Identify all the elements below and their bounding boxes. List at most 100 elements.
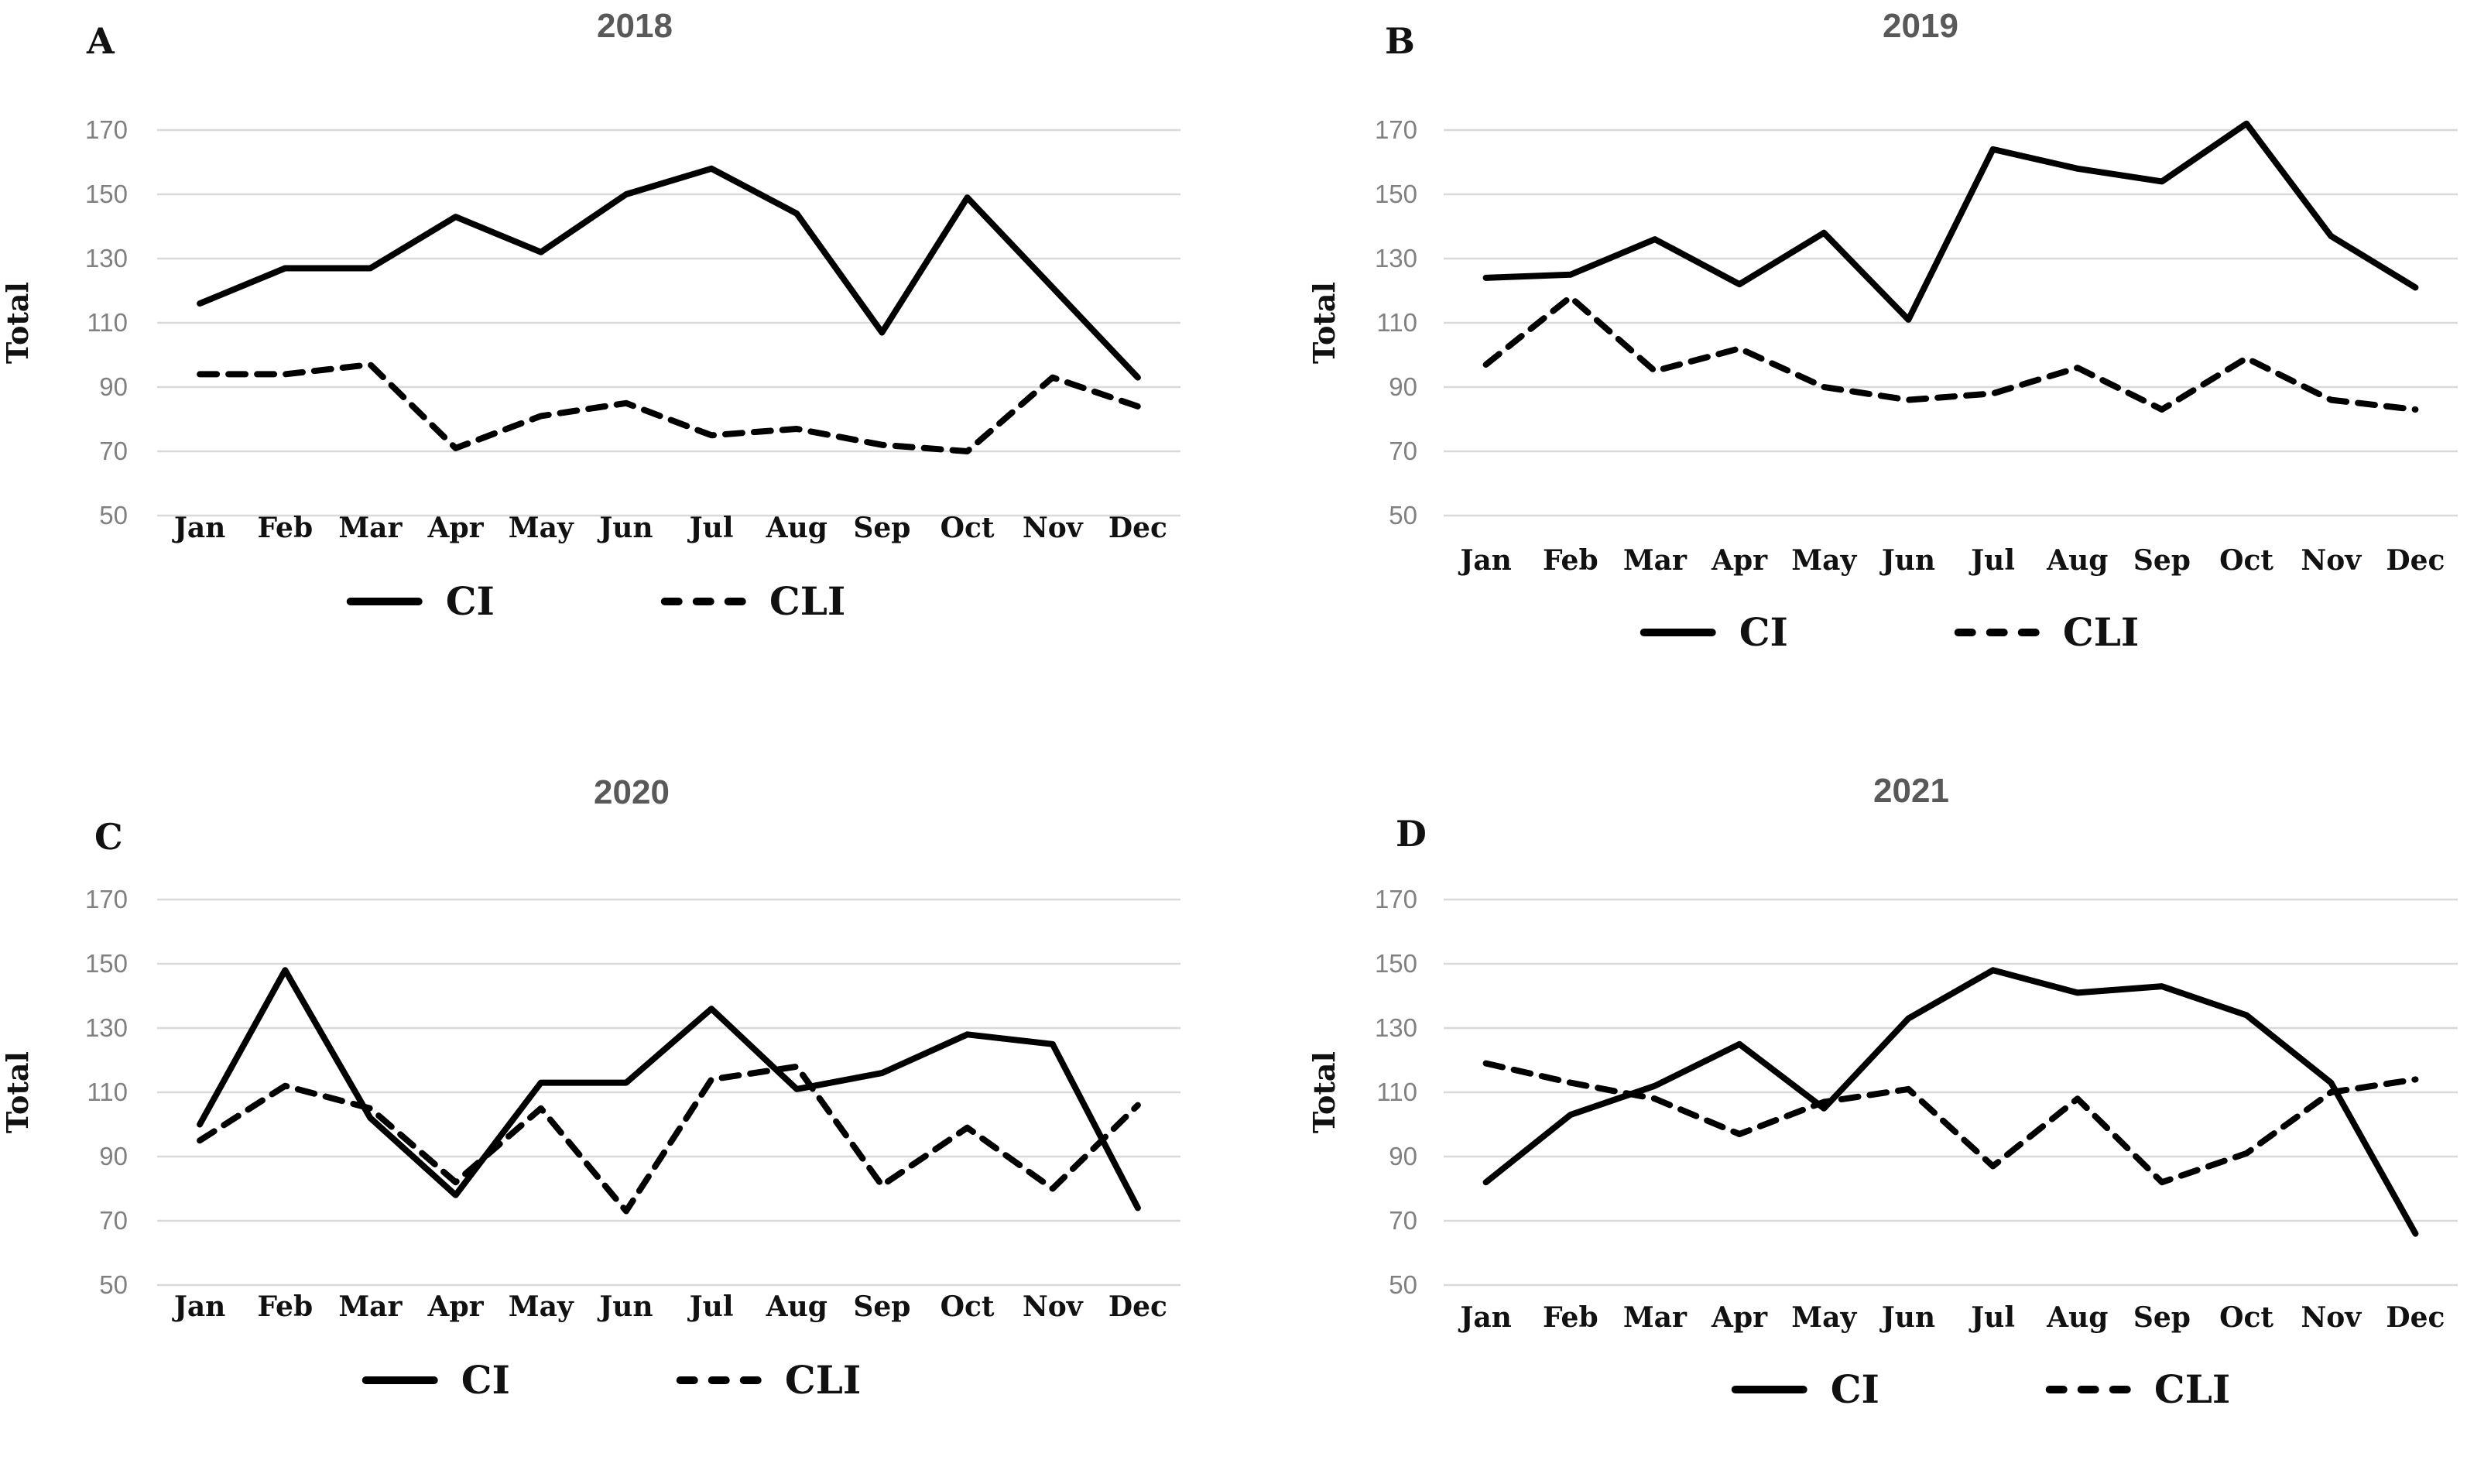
x-tick-label-may: May: [1791, 544, 1857, 577]
y-tick-label-90: 90: [1389, 372, 1417, 401]
y-tick-label-110: 110: [87, 1078, 128, 1106]
panel-2018: A 2018 170 150 130 110 90 70 50 Total Jan Feb Mar A…: [0, 0, 1246, 715]
x-tick-label-nov: Nov: [2301, 544, 2362, 577]
y-tick-label-110: 110: [87, 308, 128, 337]
ci-line: [1482, 967, 2419, 1237]
x-tick-label-jun: Jun: [1879, 544, 1935, 577]
legend-label-ci: CI: [461, 1357, 510, 1403]
y-axis-label: Total: [0, 1051, 35, 1133]
legend-label-cli: CLI: [2062, 609, 2140, 655]
y-tick-label-70: 70: [99, 437, 128, 465]
cli-line: [1482, 1060, 2419, 1186]
x-tick-label-nov: Nov: [1023, 1290, 1084, 1323]
x-tick-label-mar: Mar: [338, 1290, 403, 1323]
chart-title-2021: 2021: [1873, 772, 1949, 810]
x-tick-label-feb: Feb: [257, 1290, 313, 1323]
panel-2019: B 2019 170 150 130 110 90 70 50 Total Jan Feb Mar A…: [1246, 0, 2491, 715]
x-tick-label-apr: Apr: [427, 1290, 485, 1323]
cli-dashed-line-sample: [1954, 629, 2040, 636]
y-axis-label: Total: [0, 282, 35, 364]
x-tick-label-aug: Aug: [2046, 1301, 2108, 1334]
cli-dashed-line-sample: [2045, 1386, 2131, 1393]
y-tick-label-150: 150: [85, 949, 128, 978]
x-tick-label-feb: Feb: [1543, 1301, 1598, 1334]
chart-title-2019: 2019: [1883, 7, 1958, 45]
legend-2019: CI CLI: [1640, 609, 2140, 655]
legend-label-cli: CLI: [784, 1357, 862, 1403]
x-tick-label-oct: Oct: [941, 1290, 995, 1323]
x-tick-label-jul: Jul: [1968, 1301, 2015, 1334]
ci-solid-line-sample: [1640, 629, 1716, 636]
x-tick-label-jan: Jan: [1458, 544, 1512, 577]
cli-dashed-line-sample: [660, 598, 746, 605]
x-tick-label-apr: Apr: [427, 512, 485, 544]
y-axis-label: Total: [1307, 282, 1341, 364]
chart-title-2020: 2020: [594, 773, 670, 811]
x-tick-label-jul: Jul: [1968, 544, 2015, 577]
legend-2021: CI CLI: [1731, 1366, 2230, 1412]
legend-label-ci: CI: [1739, 609, 1788, 655]
legend-2018: CI CLI: [346, 582, 845, 621]
x-tick-label-jun: Jun: [597, 1290, 653, 1323]
line-chart-2020: 170 150 130 110 90 70 50 Total Jan Feb Mar Apr May Ju…: [0, 885, 1180, 1323]
x-tick-label-sep: Sep: [2133, 1301, 2191, 1334]
x-tick-label-nov: Nov: [1023, 512, 1084, 544]
x-tick-label-oct: Oct: [2219, 544, 2273, 577]
x-tick-label-jul: Jul: [687, 1290, 734, 1323]
x-tick-label-jun: Jun: [597, 512, 653, 544]
y-tick-label-130: 130: [1375, 244, 1417, 272]
line-chart-2019: 170 150 130 110 90 70 50 Total Jan Feb Mar Apr May Ju…: [1307, 115, 2458, 577]
x-tick-label-feb: Feb: [1543, 544, 1598, 577]
y-tick-label-90: 90: [1389, 1142, 1417, 1170]
line-chart-2021: 170 150 130 110 90 70 50 Total Jan Feb Mar Apr May Ju…: [1307, 885, 2458, 1334]
y-tick-label-170: 170: [85, 885, 128, 913]
y-tick-label-50: 50: [1389, 501, 1417, 530]
x-tick-label-oct: Oct: [941, 512, 995, 544]
legend-label-ci: CI: [1830, 1366, 1879, 1412]
y-tick-label-110: 110: [1376, 1078, 1417, 1106]
x-tick-label-dec: Dec: [2386, 544, 2445, 577]
y-tick-label-150: 150: [85, 180, 128, 208]
y-tick-label-90: 90: [99, 1142, 128, 1170]
x-tick-label-may: May: [509, 1290, 574, 1323]
y-tick-label-170: 170: [1375, 885, 1417, 913]
x-tick-label-dec: Dec: [1108, 1290, 1167, 1323]
cli-line: [197, 362, 1141, 454]
y-tick-label-110: 110: [1376, 308, 1417, 337]
y-tick-label-130: 130: [1375, 1013, 1417, 1042]
panel-letter-b: B: [1385, 20, 1415, 62]
x-tick-label-mar: Mar: [1623, 1301, 1688, 1334]
x-tick-label-jan: Jan: [1458, 1301, 1512, 1334]
ci-solid-line-sample: [361, 1376, 438, 1384]
ci-line: [197, 967, 1141, 1212]
legend-2020: CI CLI: [361, 1357, 862, 1403]
y-tick-label-70: 70: [1389, 1206, 1417, 1235]
panel-letter-c: C: [94, 816, 123, 858]
y-tick-label-90: 90: [99, 372, 128, 401]
cli-line: [1482, 293, 2419, 413]
y-tick-label-70: 70: [99, 1206, 128, 1235]
x-tick-label-jan: Jan: [172, 1290, 226, 1323]
y-tick-label-50: 50: [99, 1270, 128, 1299]
panel-letter-d: D: [1396, 813, 1427, 855]
ci-line: [197, 165, 1141, 381]
x-tick-label-apr: Apr: [1711, 544, 1768, 577]
x-tick-label-aug: Aug: [766, 512, 827, 544]
chart-title-2018: 2018: [597, 7, 673, 45]
x-tick-label-mar: Mar: [1623, 544, 1688, 577]
x-tick-label-aug: Aug: [2046, 544, 2108, 577]
x-tick-label-may: May: [1791, 1301, 1857, 1334]
x-tick-label-dec: Dec: [1108, 512, 1167, 544]
y-tick-label-170: 170: [1375, 115, 1417, 144]
y-tick-label-130: 130: [85, 1013, 128, 1042]
ci-solid-line-sample: [346, 598, 423, 605]
ci-solid-line-sample: [1731, 1386, 1807, 1393]
x-tick-label-sep: Sep: [2133, 544, 2191, 577]
x-tick-label-sep: Sep: [853, 1290, 910, 1323]
y-axis-label: Total: [1307, 1051, 1341, 1133]
y-tick-label-50: 50: [1389, 1270, 1417, 1299]
y-tick-label-170: 170: [85, 115, 128, 144]
x-tick-label-oct: Oct: [2219, 1301, 2273, 1334]
x-tick-label-dec: Dec: [2386, 1301, 2445, 1334]
y-tick-label-150: 150: [1375, 180, 1417, 208]
